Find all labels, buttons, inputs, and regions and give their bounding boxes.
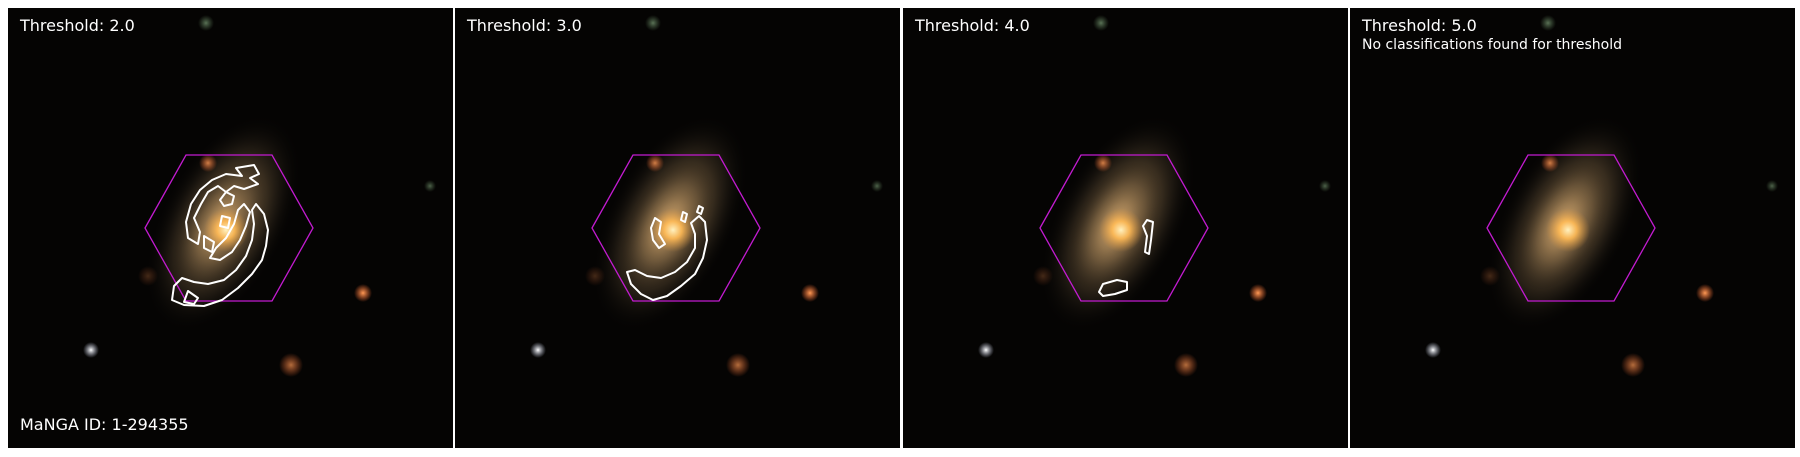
- manga-id-label: MaNGA ID: 1-294355: [20, 415, 189, 434]
- no-classification-note: No classifications found for threshold: [1362, 37, 1622, 53]
- galaxy-image-4: [1350, 8, 1795, 448]
- threshold-label: Threshold: 5.0: [1362, 16, 1477, 35]
- galaxy-disk: [1040, 114, 1196, 332]
- galaxy-disk: [592, 114, 748, 332]
- ifu-hexagon-outline: [1486, 154, 1656, 302]
- galaxy-panel-2: Threshold: 3.0: [455, 8, 900, 448]
- classification-contour: [171, 164, 269, 307]
- galaxy-image-1: [8, 8, 453, 448]
- background-stars: [530, 15, 883, 377]
- galaxy-image-3: [903, 8, 1348, 448]
- ifu-hexagon-outline: [591, 154, 761, 302]
- background-stars: [978, 15, 1331, 377]
- galaxy-disk: [1487, 114, 1643, 332]
- classification-contour: [1098, 219, 1154, 297]
- threshold-label: Threshold: 4.0: [915, 16, 1030, 35]
- ifu-hexagon-outline: [144, 154, 314, 302]
- galaxy-image-2: [455, 8, 900, 448]
- threshold-label: Threshold: 3.0: [467, 16, 582, 35]
- background-stars: [83, 15, 436, 377]
- galaxy-panel-3: Threshold: 4.0: [903, 8, 1348, 448]
- ifu-hexagon-outline: [1039, 154, 1209, 302]
- threshold-label: Threshold: 2.0: [20, 16, 135, 35]
- galaxy-panel-1: Threshold: 2.0 MaNGA ID: 1-294355: [8, 8, 453, 448]
- classification-contour: [626, 205, 708, 301]
- background-stars: [1425, 15, 1778, 377]
- galaxy-panel-4: Threshold: 5.0 No classifications found …: [1350, 8, 1795, 448]
